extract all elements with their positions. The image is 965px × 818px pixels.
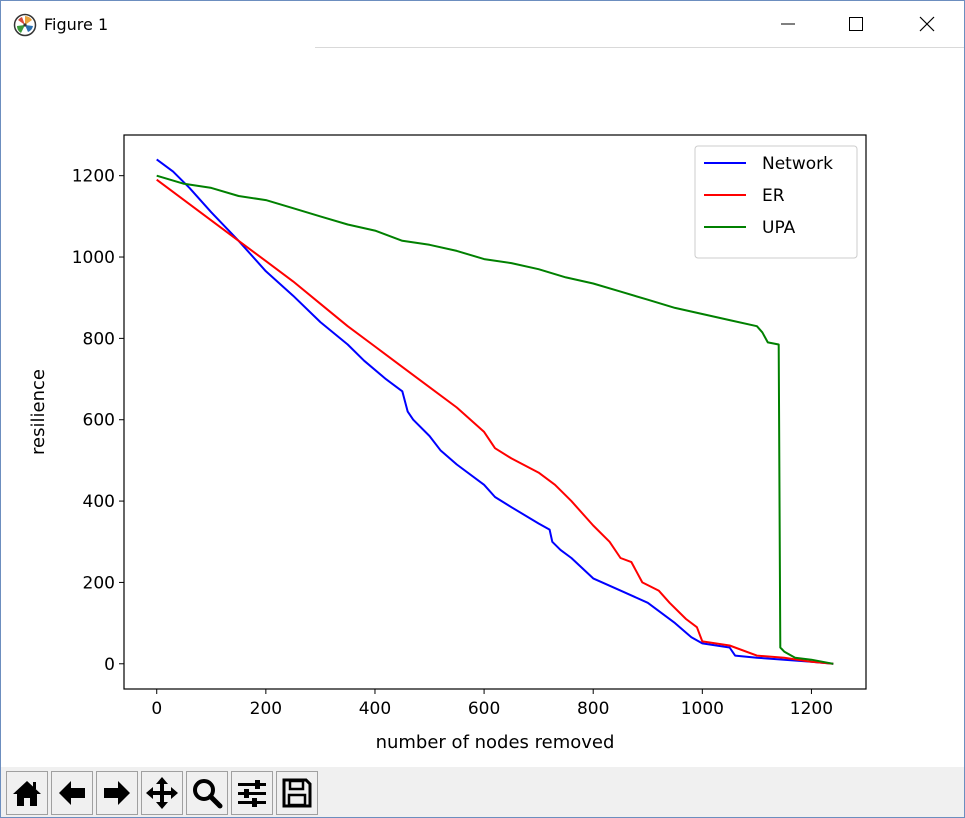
arrow-right-icon <box>104 781 130 805</box>
navigation-toolbar <box>1 767 964 817</box>
legend-label-upa: UPA <box>762 218 796 238</box>
back-button[interactable] <box>51 771 93 815</box>
y-tick-label: 1200 <box>72 167 115 187</box>
floppy-disk-icon <box>282 778 312 808</box>
series-line-upa <box>156 174 834 665</box>
x-tick-label: 1000 <box>681 699 724 719</box>
legend-box <box>694 145 858 259</box>
x-tick-label: 0 <box>151 699 162 719</box>
y-tick-label: 1000 <box>72 248 115 268</box>
series-line-network <box>156 158 834 665</box>
maximize-button[interactable] <box>833 1 879 47</box>
window-title: Figure 1 <box>44 15 109 34</box>
home-button[interactable] <box>6 771 48 815</box>
move-icon <box>146 777 178 809</box>
x-tick-label: 1200 <box>790 699 833 719</box>
legend-label-er: ER <box>762 186 785 206</box>
close-icon <box>919 16 935 32</box>
arrow-left-icon <box>59 781 85 805</box>
maximize-icon <box>849 17 863 31</box>
x-tick-label: 200 <box>250 699 282 719</box>
y-tick-label: 0 <box>104 655 115 675</box>
forward-button[interactable] <box>96 771 138 815</box>
title-separator <box>315 47 964 48</box>
matplotlib-figure-icon <box>13 13 37 37</box>
save-button[interactable] <box>276 771 318 815</box>
x-tick-label: 400 <box>359 699 391 719</box>
plot-frame <box>123 134 867 690</box>
y-tick-label: 400 <box>83 492 115 512</box>
sliders-icon <box>238 780 266 807</box>
y-tick-label: 800 <box>83 329 115 349</box>
minimize-button[interactable] <box>765 1 811 47</box>
y-tick-label: 600 <box>83 411 115 431</box>
line-chart: 0 200 400 600 800 1000 1200 0 200 400 600 800 1000 12… <box>28 134 867 753</box>
legend-label-network: Network <box>762 154 833 174</box>
x-tick-label: 800 <box>577 699 609 719</box>
y-axis-label: resilience <box>28 369 49 455</box>
x-tick-label: 600 <box>468 699 500 719</box>
zoom-button[interactable] <box>186 771 228 815</box>
pan-button[interactable] <box>141 771 183 815</box>
x-axis-label: number of nodes removed <box>376 732 615 753</box>
configure-subplots-button[interactable] <box>231 771 273 815</box>
home-icon <box>13 781 41 806</box>
magnifier-icon <box>193 779 223 809</box>
title-bar[interactable]: Figure 1 <box>1 1 964 48</box>
figure-canvas[interactable]: 0 200 400 600 800 1000 1200 0 200 400 600 800 1000 12… <box>1 48 964 767</box>
series-line-er <box>156 178 834 665</box>
y-tick-label: 200 <box>83 573 115 593</box>
minimize-icon <box>781 23 795 25</box>
close-button[interactable] <box>904 1 950 47</box>
